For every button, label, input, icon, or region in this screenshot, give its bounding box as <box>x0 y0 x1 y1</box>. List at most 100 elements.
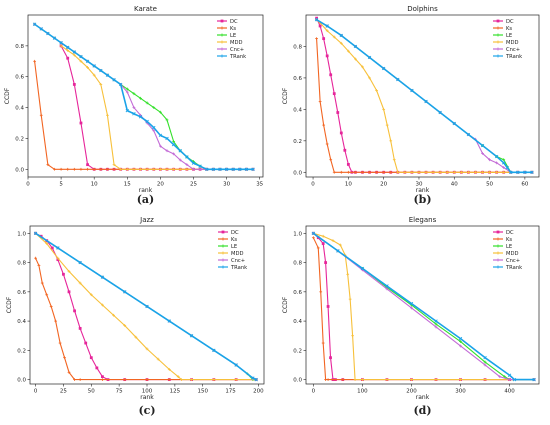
data-point <box>381 66 386 71</box>
data-point <box>52 36 57 40</box>
data-point <box>101 303 104 307</box>
y-tick-label: 0.4 <box>293 107 302 113</box>
data-point <box>325 24 329 28</box>
data-point <box>321 242 325 245</box>
data-point <box>318 100 322 103</box>
data-point <box>33 59 37 63</box>
data-point <box>106 167 109 171</box>
data-point <box>211 167 216 172</box>
legend-item: Ks <box>218 237 237 243</box>
data-point <box>459 340 462 343</box>
data-point <box>234 378 238 382</box>
data-point <box>191 161 196 165</box>
data-point <box>79 121 83 125</box>
data-point <box>315 37 318 40</box>
y-tick-label: 0.2 <box>293 139 302 145</box>
data-point <box>73 378 76 382</box>
legend-item: Cnc+ <box>218 258 245 264</box>
data-point <box>459 378 462 382</box>
data-point <box>132 112 136 116</box>
data-point <box>79 167 83 171</box>
legend-item: MDD <box>493 40 518 46</box>
data-point <box>452 170 456 174</box>
data-point <box>112 163 116 167</box>
data-point <box>315 16 318 20</box>
data-point <box>198 164 202 168</box>
data-point <box>212 348 216 353</box>
data-point <box>138 115 143 119</box>
chart-panel-elegans: Elegans 0 100 200 300 400 0.0 0.2 0.4 0.6 0.8 1.0 ra… <box>282 216 540 417</box>
data-point <box>185 163 189 167</box>
y-tick-label: 0.4 <box>15 106 24 112</box>
legend-label: Ks <box>506 26 512 32</box>
data-point <box>382 170 386 174</box>
data-point <box>324 378 328 382</box>
data-point <box>167 378 171 382</box>
data-point <box>132 92 136 96</box>
data-point <box>59 44 63 48</box>
data-point <box>332 170 336 174</box>
data-point <box>172 140 176 143</box>
data-point <box>512 377 517 382</box>
data-point <box>152 106 156 109</box>
data-point <box>409 301 414 306</box>
data-point <box>385 284 389 288</box>
data-point <box>66 45 70 50</box>
data-point <box>375 89 379 92</box>
data-point <box>501 161 506 165</box>
legend-item: Ks <box>217 26 236 32</box>
y-axis-label: CCDF <box>6 296 13 313</box>
data-point <box>318 24 322 28</box>
data-point <box>382 107 386 111</box>
data-point <box>329 356 332 360</box>
x-tick-label: 0 <box>34 389 38 395</box>
x-tick-label: 5 <box>59 182 63 188</box>
x-tick-label: 0 <box>311 182 315 188</box>
y-axis-label: CCDF <box>282 87 289 104</box>
data-point <box>339 170 343 174</box>
data-point <box>145 347 149 351</box>
data-point <box>101 378 104 382</box>
data-point <box>79 54 83 59</box>
data-point <box>56 256 60 260</box>
data-point <box>339 41 343 45</box>
data-point <box>73 309 76 313</box>
y-tick-label: 0.6 <box>17 290 26 296</box>
y-tick-label: 0.6 <box>293 76 302 82</box>
data-point <box>348 297 352 301</box>
y-tick-label: 0.8 <box>293 261 302 267</box>
data-point <box>346 163 350 166</box>
data-point <box>45 293 49 297</box>
data-point <box>122 290 127 294</box>
data-point <box>332 35 336 39</box>
data-point <box>152 129 156 133</box>
data-point <box>132 106 136 109</box>
panel-caption: (c) <box>138 404 155 417</box>
data-point <box>494 154 499 159</box>
data-point <box>56 258 60 262</box>
data-point <box>353 378 357 382</box>
x-axis-label: rank <box>416 394 430 401</box>
data-point <box>410 378 413 382</box>
legend-label: LE <box>230 33 236 39</box>
legend-label: Cnc+ <box>231 258 245 264</box>
data-point <box>434 319 438 323</box>
legend-label: DC <box>506 19 514 25</box>
data-point <box>434 322 438 326</box>
data-point <box>99 167 103 171</box>
data-point <box>474 170 477 174</box>
legend-label: TRank <box>505 265 522 271</box>
x-tick-label: 40 <box>451 182 458 188</box>
data-point <box>325 142 329 146</box>
data-point <box>341 378 345 382</box>
legend-label: DC <box>506 230 514 236</box>
data-point <box>438 170 442 174</box>
legend-item: Cnc+ <box>493 47 520 53</box>
data-point <box>39 27 43 31</box>
data-point <box>198 167 202 171</box>
data-point <box>502 170 506 174</box>
data-point <box>336 249 340 253</box>
data-point <box>56 246 60 250</box>
data-point <box>37 264 41 267</box>
